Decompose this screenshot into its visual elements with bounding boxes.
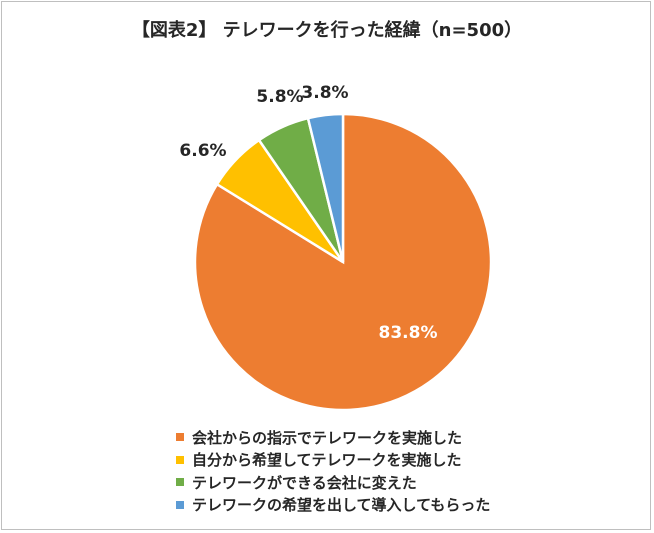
legend-swatch — [176, 500, 184, 509]
data-label: 3.8% — [301, 83, 348, 103]
data-label: 6.6% — [179, 141, 226, 161]
data-label: 5.8% — [256, 87, 303, 107]
data-label: 83.8% — [379, 323, 438, 343]
chart-title: 【図表2】 テレワークを行った経緯（n=500） — [131, 20, 523, 41]
legend-swatch — [176, 455, 184, 464]
legend-label: 会社からの指示でテレワークを実施した — [192, 428, 463, 447]
pie-slice — [306, 112, 345, 263]
legend: 会社からの指示でテレワークを実施した 自分から希望してテレワークを実施した テレワー… — [176, 426, 490, 516]
legend-swatch — [176, 478, 184, 487]
legend-swatch — [176, 433, 184, 442]
legend-label: テレワークができる会社に変えた — [192, 473, 417, 492]
legend-item: 自分から希望してテレワークを実施した — [176, 449, 490, 472]
legend-item: テレワークの希望を出して導入してもらった — [176, 494, 490, 517]
legend-item: 会社からの指示でテレワークを実施した — [176, 426, 490, 449]
legend-label: テレワークの希望を出して導入してもらった — [192, 496, 491, 515]
legend-label: 自分から希望してテレワークを実施した — [192, 451, 462, 470]
legend-item: テレワークができる会社に変えた — [176, 471, 490, 494]
